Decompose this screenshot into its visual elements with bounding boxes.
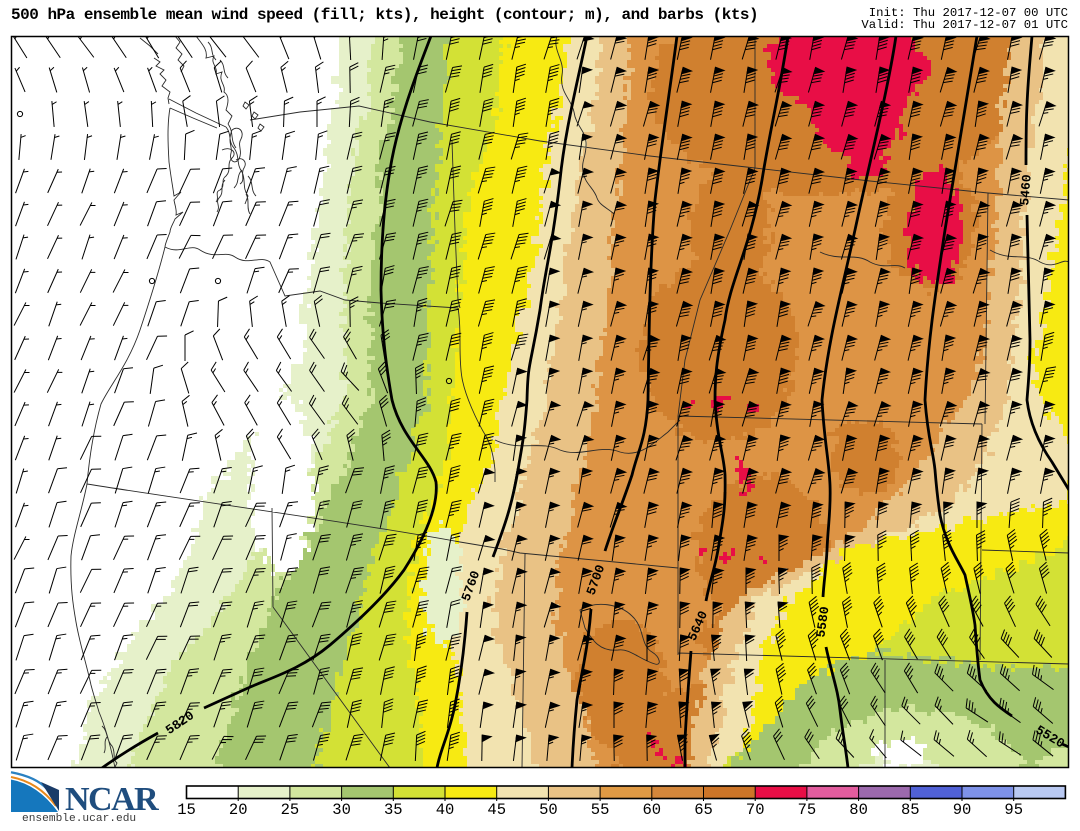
- svg-text:30: 30: [332, 801, 351, 819]
- svg-text:60: 60: [642, 801, 661, 819]
- svg-text:5460: 5460: [1017, 174, 1035, 207]
- svg-text:70: 70: [746, 801, 765, 819]
- svg-text:15: 15: [177, 801, 196, 819]
- svg-text:20: 20: [229, 801, 248, 819]
- svg-text:50: 50: [539, 801, 558, 819]
- svg-text:25: 25: [281, 801, 300, 819]
- svg-text:90: 90: [953, 801, 972, 819]
- svg-text:75: 75: [798, 801, 817, 819]
- svg-text:65: 65: [694, 801, 713, 819]
- svg-text:80: 80: [849, 801, 868, 819]
- svg-text:45: 45: [487, 801, 506, 819]
- svg-text:85: 85: [901, 801, 920, 819]
- svg-text:55: 55: [591, 801, 610, 819]
- svg-text:35: 35: [384, 801, 403, 819]
- svg-text:40: 40: [436, 801, 455, 819]
- svg-text:5580: 5580: [813, 605, 832, 638]
- svg-text:95: 95: [1004, 801, 1023, 819]
